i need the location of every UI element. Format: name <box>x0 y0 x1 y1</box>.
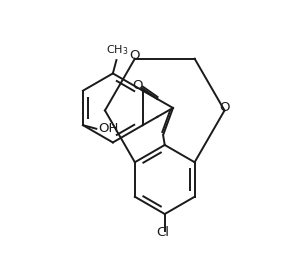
Text: Cl: Cl <box>157 226 169 239</box>
Text: O: O <box>130 49 140 62</box>
Text: OH: OH <box>98 122 119 135</box>
Text: O: O <box>133 79 143 92</box>
Text: O: O <box>219 101 230 114</box>
Text: CH$_3$: CH$_3$ <box>106 44 129 58</box>
